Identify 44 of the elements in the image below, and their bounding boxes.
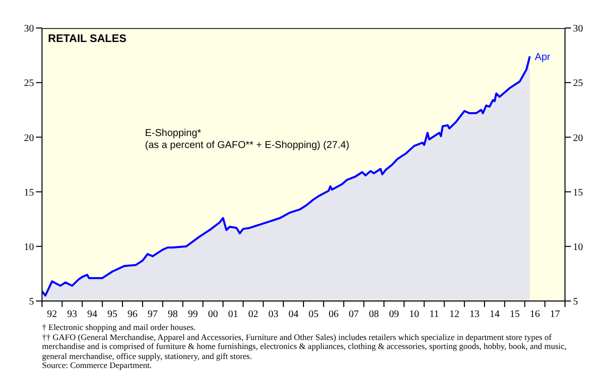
x-tick-label: 02 (248, 309, 258, 320)
x-tick-label: 07 (348, 309, 359, 320)
y2-tick-label: 10 (573, 242, 583, 253)
x-tick-label: 03 (268, 309, 278, 320)
x-tick-label: 15 (510, 309, 520, 320)
y-tick-label: 30 (24, 24, 34, 35)
x-tick-label: 99 (188, 309, 198, 320)
annotation: E-Shopping* (as a percent of GAFO** + E-Shopping) (27.4) (145, 128, 350, 152)
x-tick-label: 10 (409, 309, 420, 320)
x-tick-label: 11 (429, 309, 440, 320)
x-tick-label: 08 (368, 309, 379, 320)
y2-tick-label: 5 (573, 296, 578, 308)
x-tick-label: 13 (469, 309, 480, 320)
x-tick-label: 98 (168, 309, 178, 320)
x-tick-label: 97 (148, 309, 158, 320)
y-tick-label: 20 (24, 132, 34, 144)
x-tick-label: 92 (47, 309, 58, 320)
x-tick-label: 06 (328, 309, 339, 320)
y-tick-label: 15 (24, 187, 34, 198)
x-tick-label: 94 (87, 309, 98, 320)
x-tick-label: 12 (449, 309, 460, 320)
y-tick-label: 5 (29, 296, 34, 308)
y-tick-label: 25 (24, 78, 34, 90)
source-note: Source: Commerce Department. (41, 360, 152, 370)
x-tick-label: 93 (67, 309, 78, 320)
x-tick-label: 05 (308, 309, 319, 320)
x-tick-label: 96 (128, 309, 138, 320)
x-tick-label: 09 (389, 309, 400, 320)
y2-tick-label: 30 (573, 24, 583, 35)
x-tick-label: 04 (288, 309, 298, 320)
x-tick-label: 01 (228, 309, 238, 320)
x-tick-label: 95 (107, 309, 118, 320)
y2-tick-label: 25 (573, 78, 583, 90)
x-tick-label: 16 (530, 309, 540, 320)
chart-title: RETAIL SALES (48, 33, 126, 45)
x-tick-label: 14 (490, 309, 500, 320)
y2-tick-label: 20 (573, 132, 583, 144)
y-tick-label: 10 (24, 242, 34, 253)
x-tick-label: 17 (550, 309, 560, 320)
text: † Electronic shopping and mail order houses. (41, 322, 197, 332)
text: †† GAFO (General Merchandise, Apparel and Accessories, Furniture and Other Sales) includes retailers which specialize in department store types of merchandise and is comprised of furniture & home furnishings, electronics & appliances, clothing & accessories, sporting goods, hobby, book, and music, general merchandise, office supply, stationery, and gift stores. (41, 332, 568, 361)
y2-tick-label: 15 (573, 187, 583, 198)
x-tick-label: 00 (208, 309, 218, 320)
annotation: Apr (534, 52, 552, 63)
